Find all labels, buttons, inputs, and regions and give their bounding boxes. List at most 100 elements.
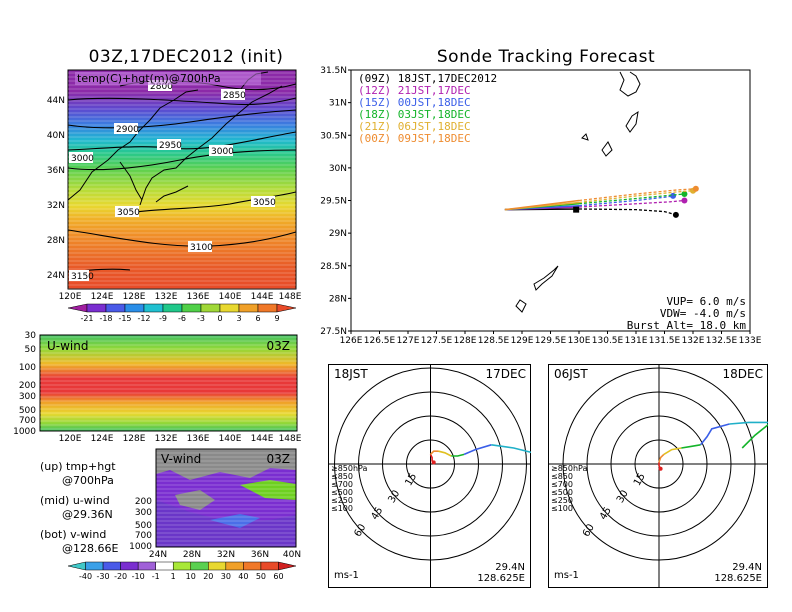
u-wind-label: U-wind <box>47 339 88 353</box>
colorbar-label: 6 <box>255 314 260 323</box>
pressure-legend-entry: ≤500 <box>551 488 573 497</box>
colorbar-swatch <box>276 303 297 313</box>
temperature-map: 2800 2850 2900 2950 3000 3000 3050 3050 … <box>47 69 302 302</box>
x-tick-label: 130E <box>568 336 591 346</box>
pressure-legend-entry: ≤850 <box>551 472 573 481</box>
lon-tick: 124E <box>91 292 114 302</box>
tracking-grid: 126E 126.5E 127E 127.5E 128E 128.5E 129E 129.5E… <box>320 66 762 346</box>
x-tick-label: 131E <box>625 336 648 346</box>
colorbar-label: -12 <box>137 314 150 323</box>
v-wind-panel: V-wind 03Z 200 300 500 700 1000 24N 28N … <box>129 448 301 560</box>
y-tick-label: 30N <box>329 164 347 174</box>
lat-tick: 28N <box>47 236 65 246</box>
lat-tick: 24N <box>149 550 167 560</box>
track-descent-line <box>578 190 694 204</box>
units-label: ms-1 <box>334 570 359 581</box>
pressure-legend-entry: ≥850hPa <box>331 464 368 473</box>
contour-label: 3000 <box>211 147 234 157</box>
pressure-tick: 30 <box>25 331 37 341</box>
colorbar-swatch <box>143 303 164 313</box>
tracking-legend: (09Z) 18JST,17DEC2012(12Z) 21JST,17DEC(1… <box>358 72 497 145</box>
track-landing-point <box>681 197 688 204</box>
time-bg <box>550 366 590 380</box>
colorbar-label: -6 <box>178 314 186 323</box>
ring-label: 30 <box>386 488 402 505</box>
colorbar-label: 40 <box>238 572 248 581</box>
colorbar-label: 3 <box>236 314 241 323</box>
colorbar-swatch <box>86 303 107 313</box>
map-lon-ticks: 120E 124E 128E 132E 136E 140E 144E 148E <box>59 292 302 302</box>
lon-tick: 120E <box>59 434 82 444</box>
u-wind-lon-ticks: 120E 124E 128E 132E 136E 140E 144E 148E <box>59 434 302 444</box>
colorbar-swatch <box>200 303 221 313</box>
u-wind-pressure-ticks: 30 50 100 200 300 500 700 1000 <box>13 331 36 437</box>
note-line: (mid) u-wind <box>40 494 110 507</box>
contour-label: 2850 <box>223 91 246 101</box>
colorbar-label: -1 <box>152 572 160 581</box>
x-tick-label: 126E <box>340 336 363 346</box>
hodograph-trace <box>681 444 701 449</box>
colorbar-swatch <box>243 561 262 571</box>
v-wind-lat-ticks: 24N 28N 32N 36N 40N <box>149 550 301 560</box>
colorbar-swatch <box>278 561 297 571</box>
left-title: 03Z,17DEC2012 (init) <box>89 47 284 67</box>
tracking-series <box>504 185 699 218</box>
pressure-legend-entry: ≥850hPa <box>551 464 588 473</box>
burst-alt-value: Burst Alt= 18.0 km <box>627 319 747 332</box>
x-tick-label: 131.5E <box>649 336 681 346</box>
center-lat: 29.4N <box>732 562 762 573</box>
pressure-tick: 700 <box>19 416 36 426</box>
lat-tick: 36N <box>251 550 269 560</box>
lat-tick: 24N <box>47 271 65 281</box>
hodograph-time: 06JST <box>554 367 588 381</box>
note-line: @29.36N <box>62 508 113 521</box>
colorbar-swatch <box>190 561 209 571</box>
hodograph-trace <box>699 423 730 446</box>
u-wind-panel: U-wind 03Z 30 50 100 200 300 500 700 100… <box>13 331 302 444</box>
hodograph-trace <box>451 453 465 457</box>
hodograph-trace <box>491 444 531 454</box>
colorbar-label: 50 <box>256 572 266 581</box>
colorbar-label: -3 <box>197 314 205 323</box>
map-coastline <box>67 71 283 206</box>
hodograph-trace <box>663 447 682 456</box>
colorbar-swatch <box>172 561 192 571</box>
center-lon: 128.625E <box>477 573 525 584</box>
ring-label: 30 <box>615 488 631 505</box>
contour-label: 2950 <box>159 141 182 151</box>
tracking-title: Sonde Tracking Forecast <box>437 47 655 67</box>
y-tick-label: 28.5N <box>320 262 347 272</box>
sonde-tracking-chart: Sonde Tracking Forecast 126E 126.5E 127E 12… <box>320 47 762 346</box>
ring-label: 45 <box>369 505 385 522</box>
legend-entry: (18Z) 03JST,18DEC <box>358 108 471 121</box>
date-bg <box>481 366 529 380</box>
ring-label: 45 <box>598 505 614 522</box>
ring-label: 60 <box>353 522 369 539</box>
burst-point-marker <box>573 206 580 213</box>
lat-tick: 36N <box>47 166 65 176</box>
x-tick-label: 133E <box>739 336 762 346</box>
track-landing-point <box>681 190 688 197</box>
y-tick-label: 31.5N <box>320 66 347 76</box>
contour-label: 3000 <box>71 154 94 164</box>
track-ascent-line <box>504 199 580 211</box>
hodograph-trace <box>741 423 768 449</box>
note-line: (up) tmp+hgt <box>40 460 116 473</box>
colorbar-swatch <box>162 303 183 313</box>
lon-tick: 132E <box>155 434 178 444</box>
time-bg <box>330 366 370 380</box>
x-tick-label: 127.5E <box>421 336 453 346</box>
contour-label: 3050 <box>117 208 140 218</box>
x-tick-label: 129.5E <box>535 336 567 346</box>
y-tick-label: 31N <box>329 99 347 109</box>
colorbar-label: -9 <box>159 314 167 323</box>
lat-tick: 44N <box>47 96 65 106</box>
pressure-legend-entry: ≤700 <box>331 480 353 489</box>
temperature-colorbar: -21 -18 -15 -12 -9 -6 -3 0 3 6 9 <box>67 303 297 323</box>
colorbar-label: 20 <box>203 572 213 581</box>
track-descent-line <box>578 195 674 207</box>
map-lat-ticks: 44N 40N 36N 32N 28N 24N <box>47 96 65 281</box>
colorbar-swatch <box>225 561 244 571</box>
